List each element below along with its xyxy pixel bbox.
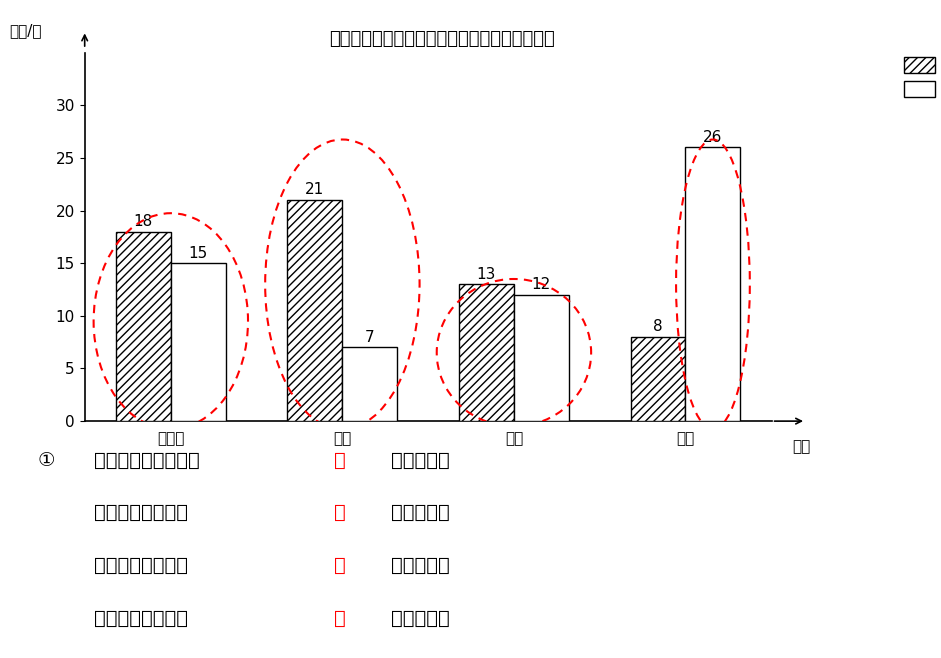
Text: 喜欢跑步项目的（: 喜欢跑步项目的（: [94, 556, 188, 575]
Text: 人数/人: 人数/人: [9, 23, 41, 38]
Legend: 男生, 女生: 男生, 女生: [900, 53, 941, 102]
Bar: [171, 263, 226, 421]
Text: 项目: 项目: [792, 440, 810, 455]
Bar: [459, 284, 514, 421]
Bar: [685, 147, 741, 421]
Bar: [116, 232, 171, 421]
Text: ）生最多。: ）生最多。: [391, 451, 449, 470]
Text: ）生最多。: ）生最多。: [391, 503, 449, 522]
Text: 男: 男: [334, 503, 345, 522]
Text: ①: ①: [38, 451, 56, 470]
Text: 女: 女: [334, 609, 345, 628]
Text: ）生最多。: ）生最多。: [391, 609, 449, 628]
Bar: [343, 347, 397, 421]
Text: 13: 13: [477, 266, 496, 282]
Bar: [287, 200, 343, 421]
Text: 喜欢篹球项目的（: 喜欢篹球项目的（: [94, 503, 188, 522]
Text: 喜欢跳绳项目的（: 喜欢跳绳项目的（: [94, 609, 188, 628]
Text: 四年级男女生喜欢各项目运动的人数情况统计图: 四年级男女生喜欢各项目运动的人数情况统计图: [329, 30, 555, 47]
Text: 男: 男: [334, 451, 345, 470]
Text: 7: 7: [365, 330, 375, 345]
Bar: [630, 337, 685, 421]
Text: 喜欢乒乓球项目的（: 喜欢乒乓球项目的（: [94, 451, 199, 470]
Text: 18: 18: [134, 214, 153, 229]
Text: 15: 15: [188, 245, 208, 261]
Text: 男: 男: [334, 556, 345, 575]
Text: 12: 12: [532, 277, 551, 292]
Text: 8: 8: [653, 319, 662, 334]
Bar: [514, 295, 569, 421]
Text: 21: 21: [305, 182, 325, 197]
Text: 26: 26: [703, 130, 723, 145]
Text: ）生最多。: ）生最多。: [391, 556, 449, 575]
